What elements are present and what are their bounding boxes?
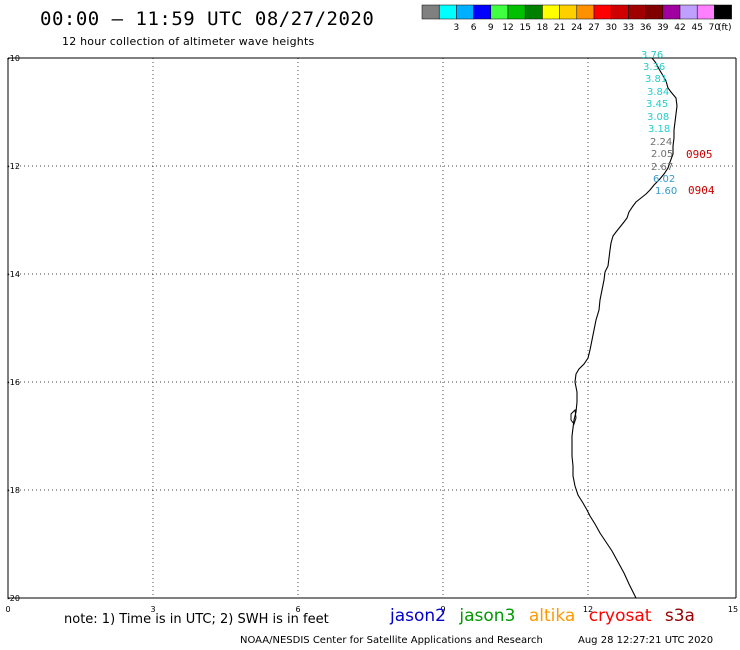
wave-height-legend: 3 6 9 12 15 18 21 24 27 30 33 36 39 42 45 70(ft) — [421, 4, 732, 33]
wave-height-label: 2.24 — [650, 137, 672, 148]
satellite-altika: altika — [528, 606, 576, 626]
legend-tick-label: 45 — [691, 23, 702, 33]
longitude-tick-label: 3 — [150, 605, 155, 614]
legend-swatch — [645, 4, 664, 20]
legend-tick-label: 70 — [709, 23, 721, 33]
latitude-tick-label: -16 — [7, 378, 20, 387]
legend-swatch — [593, 4, 612, 20]
wave-height-observations: 3.763.363.81 3.843.45 3.083.18 2.242.05 2.67… — [641, 50, 677, 197]
legend-tick-label: 12 — [502, 23, 513, 33]
pass-time-label: 0905 — [686, 148, 713, 161]
legend-swatch — [524, 4, 543, 20]
legend-swatch — [662, 4, 681, 20]
credit-line: NOAA/NESDIS Center for Satellite Applica… — [240, 635, 543, 646]
coastline — [571, 57, 678, 599]
legend-swatch — [696, 4, 715, 20]
legend-tick-label: 39 — [657, 23, 669, 33]
longitude-tick-label: 6 — [295, 605, 300, 614]
legend-swatch — [542, 4, 560, 20]
legend-tick-label: 27 — [588, 23, 599, 33]
latitude-tick-label: -10 — [7, 54, 20, 63]
legend-swatch — [576, 4, 595, 20]
legend-tick-label: 3 — [454, 23, 460, 33]
plot-frame — [7, 57, 737, 599]
satellite-s3a: s3a — [664, 606, 695, 626]
latitude-tick-label: -18 — [7, 486, 20, 495]
legend-swatch — [456, 4, 474, 20]
legend-swatch — [473, 4, 492, 20]
satellite-legend: jason2 jason3 altika cryosat s3a — [390, 606, 703, 626]
latitude-tick-label: -12 — [7, 162, 20, 171]
satellite-cryosat: cryosat — [588, 606, 652, 626]
footnote: note: 1) Time is in UTC; 2) SWH is in fe… — [64, 612, 329, 627]
legend-swatch — [610, 4, 629, 20]
satellite-jason3: jason3 — [459, 606, 516, 626]
map-subtitle: 12 hour collection of altimeter wave hei… — [62, 35, 315, 48]
legend-tick-label: 21 — [554, 23, 565, 33]
longitude-tick-label: 9 — [440, 605, 445, 614]
legend-unit: (ft) — [718, 23, 732, 33]
legend-swatch — [679, 4, 698, 20]
generated-timestamp: Aug 28 12:27:21 UTC 2020 — [578, 635, 714, 646]
legend-swatch — [421, 4, 440, 20]
map-title: 00:00 – 11:59 UTC 08/27/2020 — [40, 8, 375, 30]
legend-swatch — [438, 4, 457, 20]
legend-tick-label: 15 — [519, 23, 530, 33]
wave-height-label: 3.84 — [647, 87, 669, 98]
legend-swatch — [714, 4, 732, 20]
wave-height-label: 3.18 — [648, 124, 670, 135]
coastline-inlet — [570, 408, 577, 426]
longitude-tick-label: 15 — [728, 605, 738, 614]
wave-height-label: 2.05 — [651, 149, 673, 160]
wave-height-label: 6.02 — [653, 174, 675, 185]
wave-height-label: 3.08 — [647, 112, 669, 123]
legend-swatch — [490, 4, 509, 20]
longitude-tick-label: 12 — [583, 605, 593, 614]
legend-swatch — [628, 4, 646, 20]
axis-labels: -10 -12 -14 -16 -18 -20 0 3 6 9 12 15 — [5, 54, 738, 614]
legend-tick-label: 6 — [471, 23, 477, 33]
wave-height-label: 3.36 — [643, 62, 665, 73]
wave-height-label: 3.76 — [641, 50, 663, 61]
wave-height-label: 3.45 — [646, 99, 668, 110]
legend-swatch — [559, 4, 578, 20]
latitude-tick-label: -20 — [7, 594, 20, 603]
wave-height-label: 1.60 — [655, 186, 677, 197]
legend-tick-label: 33 — [623, 23, 634, 33]
legend-tick-label: 18 — [537, 23, 549, 33]
wave-height-label: 2.67 — [651, 162, 673, 173]
pass-time-labels: 0905 0904 — [686, 148, 715, 197]
legend-tick-label: 42 — [674, 23, 685, 33]
pass-time-label: 0904 — [688, 184, 715, 197]
legend-tick-label: 9 — [488, 23, 494, 33]
legend-tick-label: 36 — [640, 23, 652, 33]
wave-height-label: 3.81 — [645, 74, 667, 85]
legend-swatch — [507, 4, 526, 20]
map-grid — [8, 58, 736, 598]
legend-tick-label: 30 — [605, 23, 617, 33]
legend-tick-label: 24 — [571, 23, 583, 33]
latitude-tick-label: -14 — [7, 270, 20, 279]
longitude-tick-label: 0 — [5, 605, 10, 614]
satellite-jason2: jason2 — [390, 606, 446, 626]
